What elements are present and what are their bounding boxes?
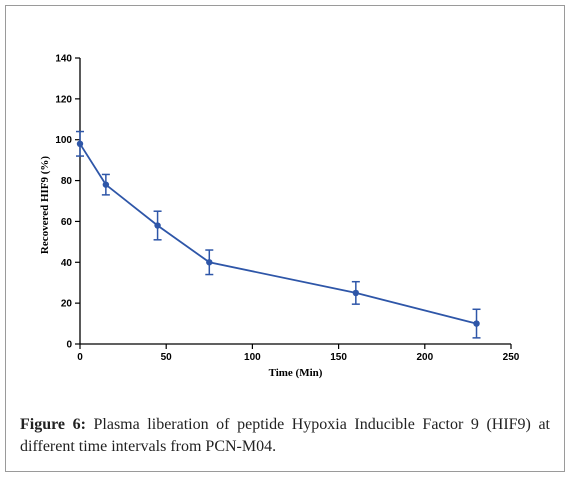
caption-text: Plasma liberation of peptide Hypoxia Ind… [20, 416, 550, 455]
x-tick-label: 150 [330, 352, 347, 363]
x-tick-label: 200 [416, 352, 433, 363]
x-tick-label: 250 [503, 352, 520, 363]
y-tick-label: 80 [61, 176, 73, 187]
y-tick-label: 20 [61, 299, 73, 310]
data-point [76, 140, 84, 147]
data-point [352, 289, 360, 297]
figure-caption: Figure 6: Plasma liberation of peptide H… [20, 414, 550, 458]
x-tick-label: 50 [161, 352, 173, 363]
data-point [473, 320, 480, 327]
data-point [206, 259, 213, 266]
y-tick-label: 100 [55, 135, 72, 146]
y-tick-label: 0 [66, 340, 72, 351]
chart-ticks: 0 20 40 60 80 100 120 140 0 50 100 150 200 250 [55, 54, 519, 364]
y-tick-label: 120 [55, 94, 72, 105]
y-axis-title: Recovered HIF9 (%) [39, 156, 51, 254]
x-tick-label: 0 [77, 352, 83, 363]
chart-axes [79, 58, 511, 345]
y-tick-label: 40 [61, 258, 73, 269]
x-axis-title: Time (Min) [269, 367, 323, 379]
data-point [154, 222, 161, 229]
y-tick-label: 60 [61, 217, 73, 228]
x-tick-label: 100 [244, 352, 261, 363]
y-tick-label: 140 [55, 54, 72, 65]
data-point [102, 181, 110, 188]
series-line [79, 143, 477, 325]
chart-marks [76, 130, 481, 339]
figure-frame [5, 5, 565, 472]
caption-label: Figure 6: [20, 416, 86, 433]
